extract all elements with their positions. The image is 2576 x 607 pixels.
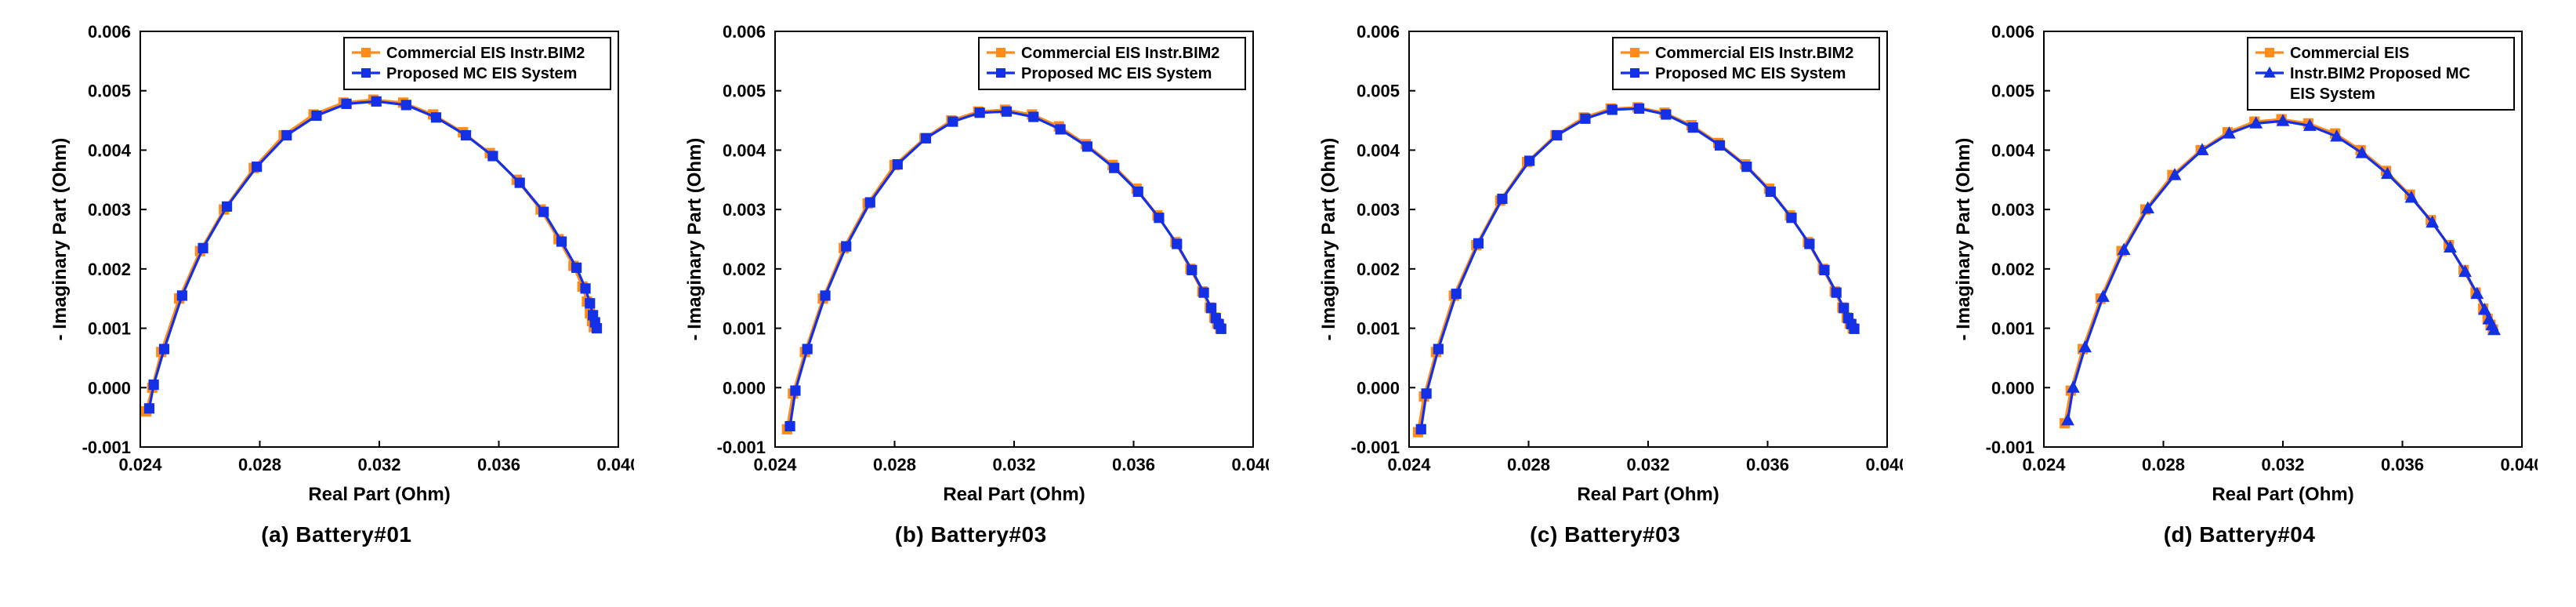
xtick-label: 0.028 <box>2142 455 2185 474</box>
legend-text: Commercial EIS Instr.BIM2 <box>1021 45 1219 62</box>
xtick-label: 0.032 <box>1627 455 1670 474</box>
legend-text: Proposed MC EIS System <box>1021 65 1212 82</box>
ytick-label: 0.005 <box>88 82 131 101</box>
panel-caption: (a) Battery#01 <box>261 522 411 547</box>
xtick-label: 0.028 <box>873 455 916 474</box>
ytick-label: 0.002 <box>1991 260 2034 279</box>
xtick-label: 0.024 <box>1388 455 1432 474</box>
panel-2: 0.024 0.028 0.032 0.036 0.040 -0.001 0.000 0.00… <box>1307 16 1903 547</box>
ytick-label: 0.004 <box>1991 140 2035 160</box>
panel-3: 0.024 0.028 0.032 0.036 0.040 -0.001 0.000 0.00… <box>1942 16 2538 547</box>
xtick-label: 0.036 <box>477 455 520 474</box>
ytick-label: 0.002 <box>88 260 131 279</box>
ytick-label: 0.002 <box>723 260 766 279</box>
nyquist-plot: 0.024 0.028 0.032 0.036 0.040 -0.001 0.000 0.00… <box>1942 16 2538 518</box>
nyquist-plot: 0.024 0.028 0.032 0.036 0.040 -0.001 0.000 0.00… <box>38 16 634 518</box>
xtick-label: 0.024 <box>2022 455 2066 474</box>
xtick-label: 0.040 <box>1231 455 1269 474</box>
xtick-label: 0.040 <box>1866 455 1904 474</box>
ytick-label: -0.001 <box>1351 438 1400 457</box>
x-axis-label: Real Part (Ohm) <box>1577 484 1719 505</box>
nyquist-plot: 0.024 0.028 0.032 0.036 0.040 -0.001 0.000 0.00… <box>673 16 1269 518</box>
x-axis-label: Real Part (Ohm) <box>309 484 451 505</box>
ytick-label: 0.006 <box>88 22 131 42</box>
panel-1: 0.024 0.028 0.032 0.036 0.040 -0.001 0.000 0.00… <box>673 16 1269 547</box>
ytick-label: 0.001 <box>1357 319 1400 339</box>
ytick-label: 0.005 <box>1991 82 2034 101</box>
ytick-label: -0.001 <box>1985 438 2034 457</box>
legend: Commercial EIS Instr.BIM2 Proposed MC EIS… <box>344 38 610 89</box>
ytick-label: 0.000 <box>723 378 766 398</box>
legend-text: EIS System <box>2290 85 2375 103</box>
panel-caption: (b) Battery#03 <box>895 522 1047 547</box>
xtick-label: 0.028 <box>238 455 281 474</box>
y-axis-label: - Imaginary Part (Ohm) <box>1318 138 1339 341</box>
y-axis-label: - Imaginary Part (Ohm) <box>684 138 705 341</box>
legend: Commercial EIS Instr.BIM2 Proposed MC EIS… <box>979 38 1245 89</box>
xtick-label: 0.032 <box>358 455 401 474</box>
xtick-label: 0.028 <box>1507 455 1550 474</box>
ytick-label: 0.003 <box>1357 200 1400 220</box>
xtick-label: 0.040 <box>597 455 635 474</box>
legend-text: Commercial EIS Instr.BIM2 <box>386 45 585 62</box>
panel-caption: (c) Battery#03 <box>1530 522 1680 547</box>
ytick-label: -0.001 <box>716 438 765 457</box>
xtick-label: 0.024 <box>119 455 163 474</box>
xtick-label: 0.036 <box>1746 455 1789 474</box>
ytick-label: 0.004 <box>723 140 766 160</box>
legend: Commercial EIS Instr.BIM2 Proposed MC EIS … <box>2248 38 2514 110</box>
ytick-label: 0.006 <box>1357 22 1400 42</box>
ytick-label: 0.004 <box>88 140 132 160</box>
y-axis-label: - Imaginary Part (Ohm) <box>49 138 71 341</box>
legend-text: Proposed MC EIS System <box>386 65 577 82</box>
ytick-label: 0.005 <box>1357 82 1400 101</box>
xtick-label: 0.036 <box>1112 455 1155 474</box>
y-axis-label: - Imaginary Part (Ohm) <box>1953 138 1974 341</box>
x-axis-label: Real Part (Ohm) <box>943 484 1085 505</box>
xtick-label: 0.040 <box>2500 455 2538 474</box>
ytick-label: 0.001 <box>88 319 131 339</box>
ytick-label: 0.001 <box>1991 319 2034 339</box>
ytick-label: 0.000 <box>88 378 131 398</box>
legend-text: Instr.BIM2 Proposed MC <box>2290 65 2470 82</box>
legend-text: Commercial EIS Instr.BIM2 <box>1655 45 1853 62</box>
xtick-label: 0.036 <box>2381 455 2424 474</box>
ytick-label: 0.000 <box>1357 378 1400 398</box>
legend-text: Commercial EIS <box>2290 45 2409 62</box>
ytick-label: 0.002 <box>1357 260 1400 279</box>
xtick-label: 0.032 <box>992 455 1035 474</box>
legend: Commercial EIS Instr.BIM2 Proposed MC EIS… <box>1613 38 1879 89</box>
ytick-label: 0.003 <box>1991 200 2034 220</box>
nyquist-plot: 0.024 0.028 0.032 0.036 0.040 -0.001 0.000 0.00… <box>1307 16 1903 518</box>
ytick-label: 0.001 <box>723 319 766 339</box>
ytick-label: 0.005 <box>723 82 766 101</box>
ytick-label: 0.003 <box>723 200 766 220</box>
panel-0: 0.024 0.028 0.032 0.036 0.040 -0.001 0.000 0.00… <box>38 16 634 547</box>
ytick-label: 0.006 <box>723 22 766 42</box>
figure-grid: 0.024 0.028 0.032 0.036 0.040 -0.001 0.000 0.00… <box>0 0 2576 555</box>
legend-text: Proposed MC EIS System <box>1655 65 1846 82</box>
xtick-label: 0.032 <box>2261 455 2304 474</box>
ytick-label: 0.003 <box>88 200 131 220</box>
ytick-label: -0.001 <box>82 438 131 457</box>
ytick-label: 0.004 <box>1357 140 1400 160</box>
xtick-label: 0.024 <box>753 455 797 474</box>
x-axis-label: Real Part (Ohm) <box>2212 484 2353 505</box>
panel-caption: (d) Battery#04 <box>2164 522 2316 547</box>
ytick-label: 0.000 <box>1991 378 2034 398</box>
ytick-label: 0.006 <box>1991 22 2034 42</box>
